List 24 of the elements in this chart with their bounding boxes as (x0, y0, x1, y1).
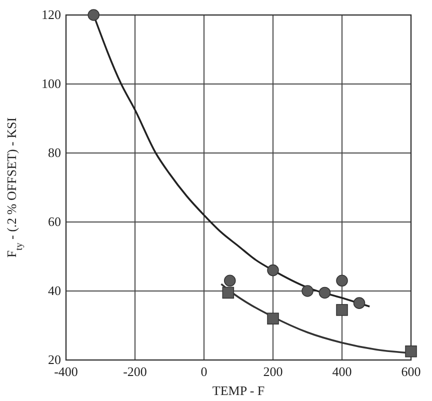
y-tick-label: 20 (48, 352, 61, 367)
point (88, 9, 100, 21)
point (405, 345, 417, 358)
point (318, 286, 331, 299)
y-tick-label: 40 (48, 283, 61, 298)
point (224, 274, 236, 287)
x-axis-title: TEMP - F (212, 383, 265, 398)
point (336, 274, 348, 287)
point (336, 304, 348, 316)
x-tick-label: -400 (54, 364, 78, 379)
x-tick-label: 0 (200, 364, 208, 379)
x-tick-label: -200 (123, 364, 147, 379)
point (353, 297, 366, 309)
y-tick-label: 120 (42, 7, 61, 22)
point (302, 285, 314, 297)
x-tick-label: 400 (332, 364, 352, 379)
y-tick-label: 60 (48, 214, 61, 229)
y-tick-label: 80 (48, 145, 61, 160)
y-tick-label: 100 (42, 76, 61, 91)
point (267, 264, 279, 276)
x-tick-label: 600 (401, 364, 421, 379)
point (222, 286, 234, 299)
point (267, 312, 279, 324)
x-tick-label: 200 (263, 364, 283, 379)
